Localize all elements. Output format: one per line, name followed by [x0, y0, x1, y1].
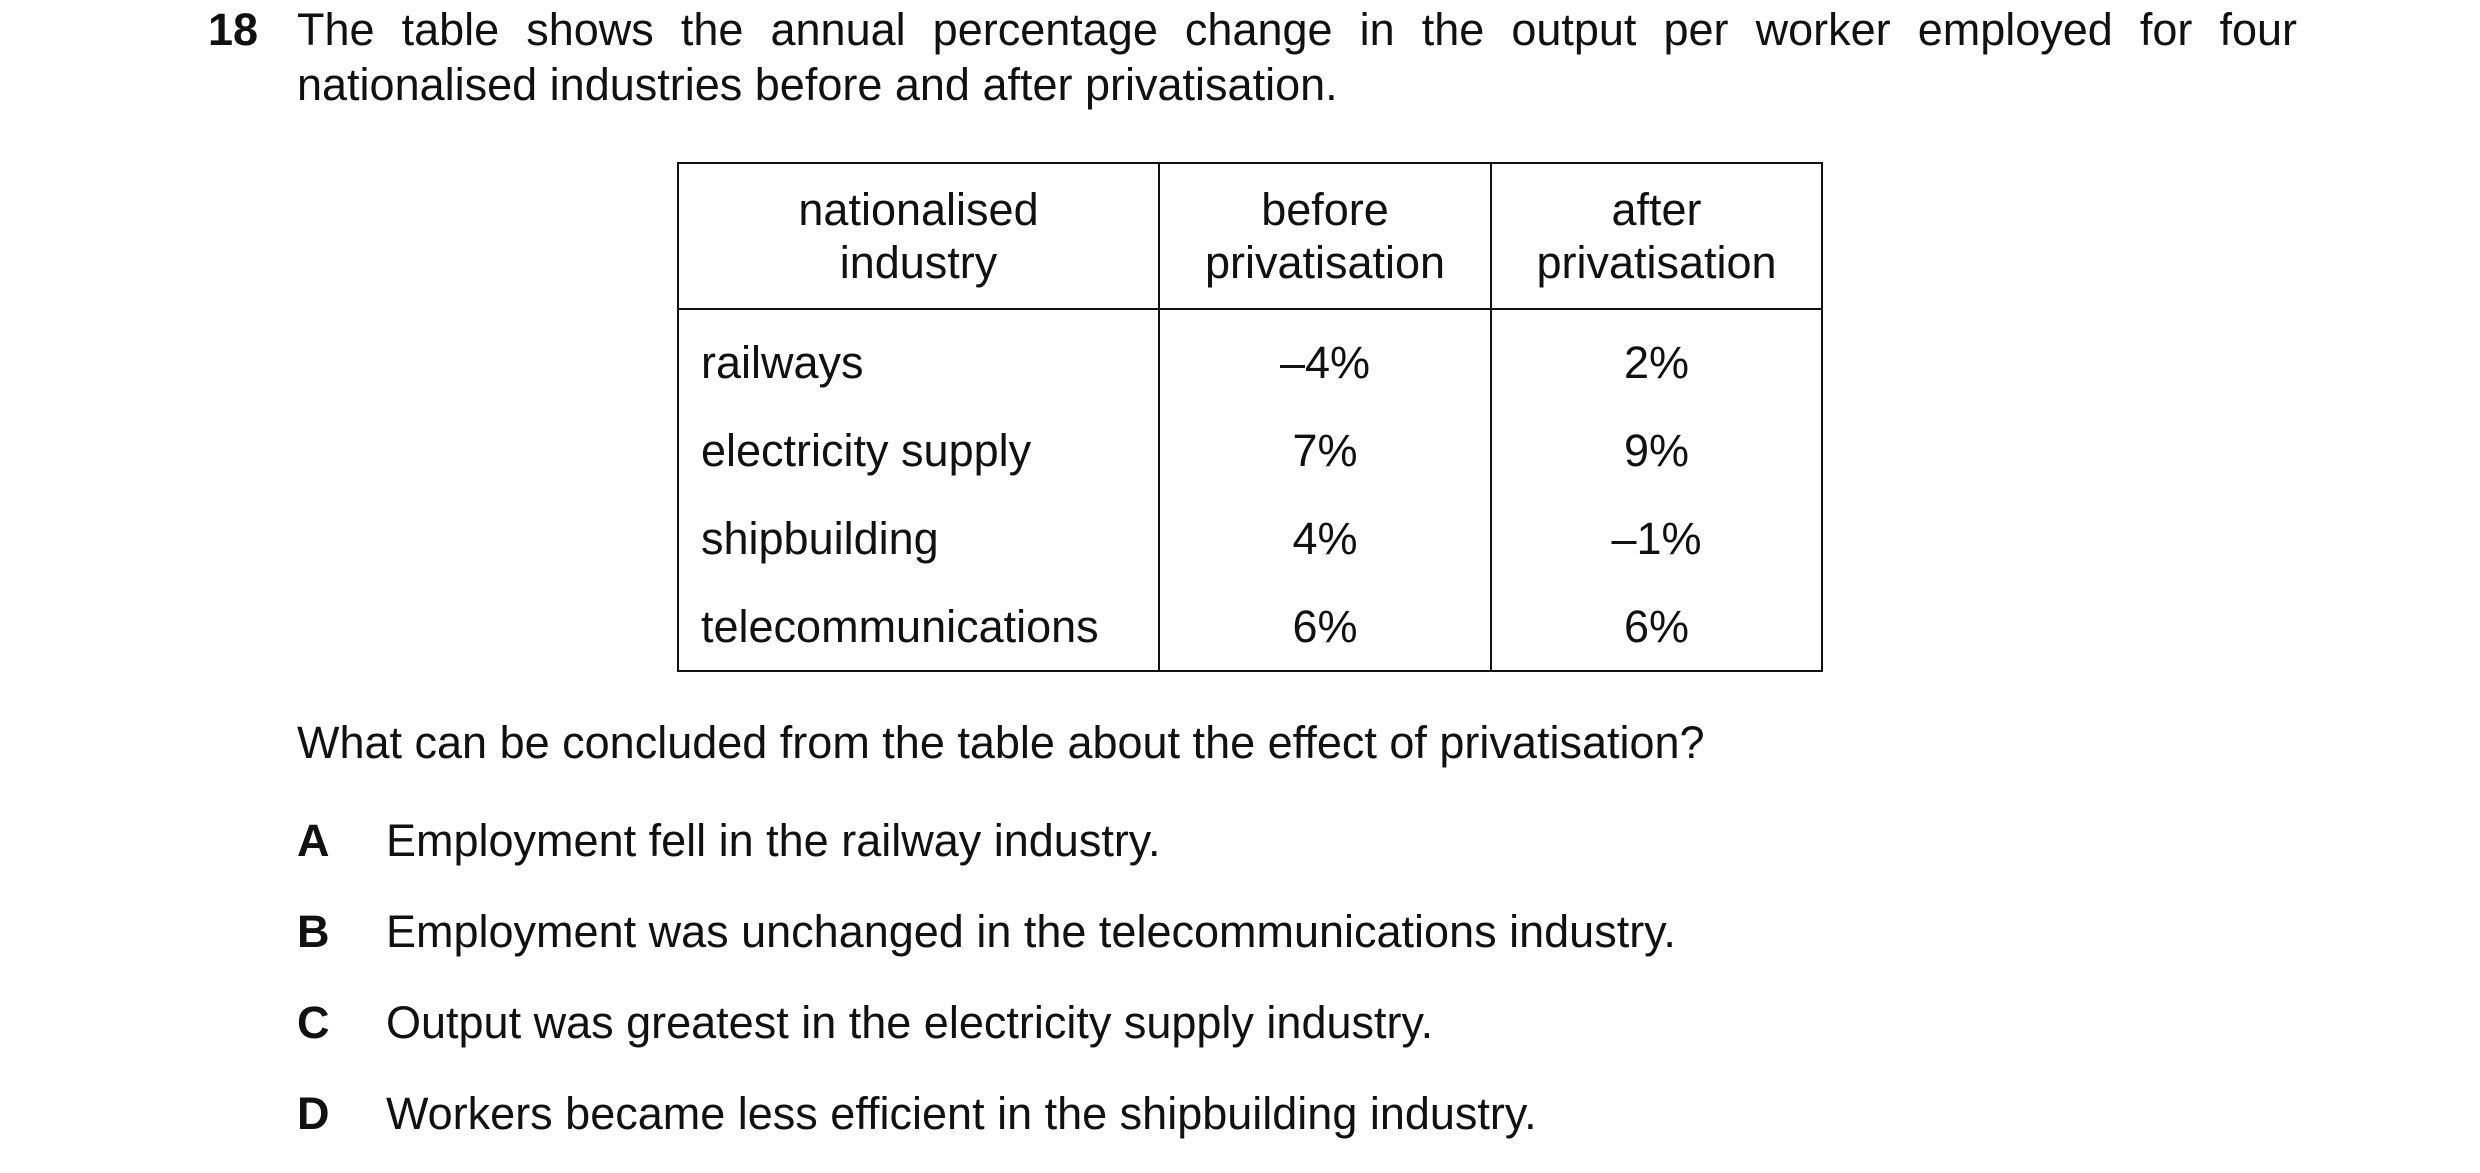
option-text: Workers became less efficient in the shi…	[386, 1088, 1537, 1139]
before-cell: 4%	[1158, 494, 1492, 582]
table-row: shipbuilding 4% –1%	[677, 494, 1823, 582]
after-cell: 9%	[1490, 406, 1823, 494]
option-letter: A	[297, 815, 330, 866]
industry-cell: railways	[677, 309, 1160, 406]
header-line: after	[1611, 184, 1702, 235]
option-text: Employment fell in the railway industry.	[386, 815, 1161, 866]
question-number: 18	[208, 4, 259, 55]
industry-cell: telecommunications	[677, 582, 1160, 672]
header-before-privatisation: before privatisation	[1158, 162, 1492, 310]
output-per-worker-table: nationalised industry before privatisati…	[677, 162, 1823, 672]
after-cell: 2%	[1490, 309, 1823, 406]
before-cell: 7%	[1158, 406, 1492, 494]
table-row: railways –4% 2%	[677, 309, 1823, 406]
after-cell: 6%	[1490, 582, 1823, 672]
question-prompt: What can be concluded from the table abo…	[297, 717, 1705, 768]
table-row: telecommunications 6% 6%	[677, 582, 1823, 672]
table-header-row: nationalised industry before privatisati…	[677, 162, 1823, 310]
option-letter: B	[297, 906, 330, 957]
after-cell: –1%	[1490, 494, 1823, 582]
header-line: nationalised	[798, 184, 1039, 235]
industry-cell: electricity supply	[677, 406, 1160, 494]
option-text: Output was greatest in the electricity s…	[386, 997, 1434, 1048]
option-letter: C	[297, 997, 330, 1048]
header-line: privatisation	[1204, 237, 1446, 288]
option-text: Employment was unchanged in the telecomm…	[386, 906, 1676, 957]
table-row: electricity supply 7% 9%	[677, 406, 1823, 494]
before-cell: 6%	[1158, 582, 1492, 672]
industry-cell: shipbuilding	[677, 494, 1160, 582]
question-stem: The table shows the annual percentage ch…	[297, 4, 2297, 110]
header-line: privatisation	[1536, 237, 1777, 288]
before-cell: –4%	[1158, 309, 1492, 406]
header-nationalised-industry: nationalised industry	[677, 162, 1160, 310]
header-after-privatisation: after privatisation	[1490, 162, 1823, 310]
header-line: industry	[839, 237, 998, 288]
header-line: before	[1261, 184, 1389, 235]
option-letter: D	[297, 1088, 330, 1139]
